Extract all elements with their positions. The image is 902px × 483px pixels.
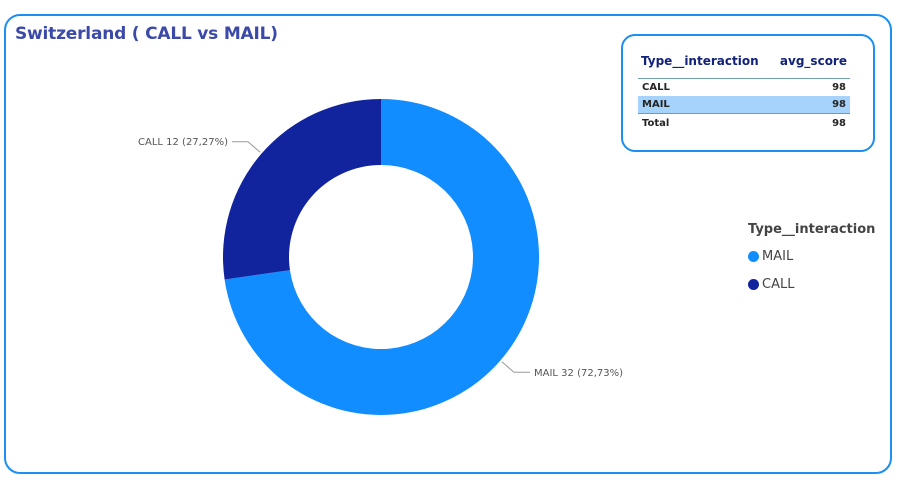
chart-title: Switzerland ( CALL vs MAIL)	[15, 24, 278, 44]
legend: Type__interaction MAIL CALL	[748, 222, 888, 298]
table-total-score: 98	[832, 118, 846, 129]
data-label-mail: MAIL 32 (72,73%)	[534, 368, 623, 379]
donut-slice-mail[interactable]	[224, 99, 539, 415]
leader-line-mail	[501, 361, 531, 373]
legend-item-call[interactable]: CALL	[748, 270, 888, 298]
table-total-row: Total 98	[638, 113, 850, 133]
legend-label: CALL	[762, 276, 795, 292]
legend-dot-icon	[748, 278, 759, 290]
score-table[interactable]: Type__interaction avg_score CALL 98 MAIL…	[638, 50, 850, 133]
table-cell-type: CALL	[642, 82, 670, 93]
score-table-card[interactable]: Type__interaction avg_score CALL 98 MAIL…	[621, 34, 875, 152]
legend-dot-icon	[748, 250, 759, 262]
table-total-label: Total	[642, 118, 670, 129]
legend-label: MAIL	[762, 248, 794, 264]
data-label-call: CALL 12 (27,27%)	[138, 137, 228, 148]
leader-line-call	[231, 141, 261, 153]
legend-item-mail[interactable]: MAIL	[748, 242, 888, 270]
donut-slice-call[interactable]	[222, 99, 381, 280]
table-header-type[interactable]: Type__interaction	[641, 54, 759, 68]
table-cell-score: 98	[832, 99, 846, 110]
table-cell-score: 98	[832, 82, 846, 93]
table-header-score[interactable]: avg_score	[779, 54, 847, 68]
table-header: Type__interaction avg_score	[638, 50, 850, 79]
table-cell-type: MAIL	[642, 99, 670, 110]
table-row[interactable]: CALL 98	[638, 79, 850, 96]
legend-title: Type__interaction	[748, 222, 876, 237]
table-row-selected[interactable]: MAIL 98	[638, 96, 850, 113]
